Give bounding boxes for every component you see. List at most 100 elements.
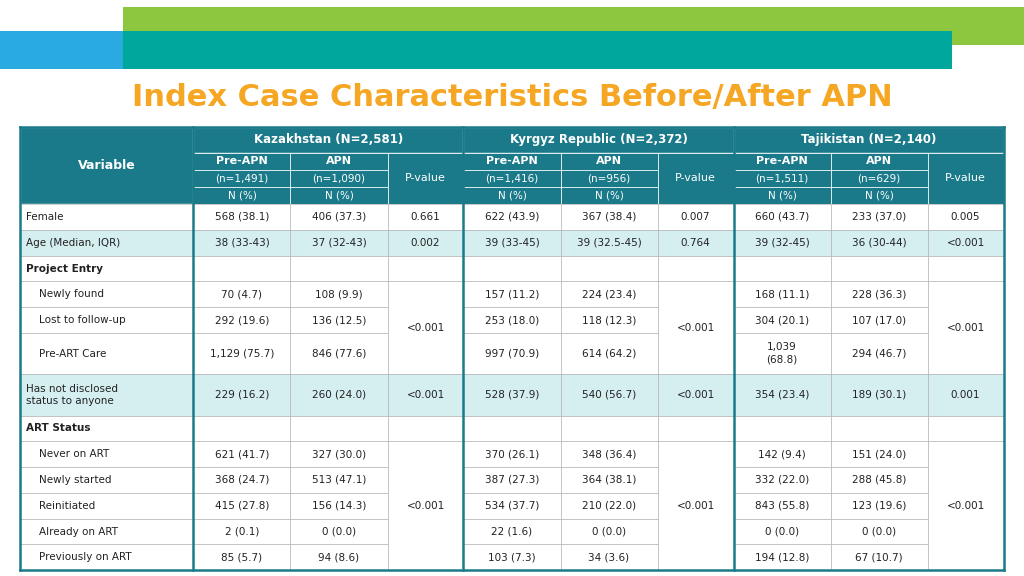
- Bar: [830, 282, 928, 307]
- Bar: [387, 374, 464, 415]
- Bar: [464, 204, 560, 230]
- Bar: [733, 333, 830, 374]
- Bar: [733, 374, 830, 415]
- Bar: [387, 204, 464, 230]
- Text: 843 (55.8): 843 (55.8): [755, 501, 809, 511]
- Bar: [20, 467, 194, 493]
- Bar: [560, 153, 657, 170]
- Bar: [291, 518, 387, 544]
- Bar: [657, 204, 733, 230]
- Bar: [830, 256, 928, 282]
- Bar: [830, 187, 928, 204]
- Bar: [464, 374, 560, 415]
- Bar: [733, 153, 830, 170]
- Text: 94 (8.6): 94 (8.6): [318, 552, 359, 562]
- Text: Has not disclosed
status to anyone: Has not disclosed status to anyone: [27, 384, 119, 406]
- Text: 368 (24.7): 368 (24.7): [215, 475, 269, 485]
- Bar: [194, 153, 291, 170]
- Bar: [733, 187, 830, 204]
- Bar: [928, 415, 1004, 441]
- Text: 1,039
(68.8): 1,039 (68.8): [766, 343, 798, 365]
- Text: 370 (26.1): 370 (26.1): [485, 449, 539, 459]
- Text: 327 (30.0): 327 (30.0): [312, 449, 366, 459]
- Bar: [20, 127, 194, 204]
- Text: 0.764: 0.764: [681, 238, 711, 248]
- Bar: [657, 256, 733, 282]
- Text: 123 (19.6): 123 (19.6): [852, 501, 906, 511]
- Text: Project Entry: Project Entry: [27, 264, 103, 274]
- Bar: [194, 441, 291, 467]
- Bar: [928, 153, 1004, 204]
- Bar: [20, 518, 194, 544]
- Bar: [291, 282, 387, 307]
- Text: 387 (27.3): 387 (27.3): [484, 475, 540, 485]
- Bar: [830, 441, 928, 467]
- Bar: [194, 170, 291, 187]
- Bar: [733, 415, 830, 441]
- Text: P-value: P-value: [406, 173, 445, 183]
- Bar: [657, 282, 733, 374]
- Text: N (%): N (%): [498, 191, 526, 200]
- Bar: [657, 415, 733, 441]
- Text: 622 (43.9): 622 (43.9): [484, 212, 540, 222]
- Text: 528 (37.9): 528 (37.9): [484, 390, 540, 400]
- Text: 846 (77.6): 846 (77.6): [312, 348, 367, 359]
- Bar: [20, 544, 194, 570]
- Text: (n=1,090): (n=1,090): [312, 173, 366, 183]
- Text: 0 (0.0): 0 (0.0): [592, 526, 626, 537]
- Bar: [291, 544, 387, 570]
- Bar: [657, 441, 733, 570]
- Bar: [560, 493, 657, 518]
- Bar: [733, 493, 830, 518]
- Text: <0.001: <0.001: [677, 501, 715, 511]
- Bar: [830, 230, 928, 256]
- Text: 233 (37.0): 233 (37.0): [852, 212, 906, 222]
- Text: Variable: Variable: [78, 159, 136, 172]
- Bar: [194, 493, 291, 518]
- Bar: [20, 493, 194, 518]
- Bar: [733, 307, 830, 333]
- Bar: [20, 333, 194, 374]
- Text: N (%): N (%): [864, 191, 894, 200]
- Text: APN: APN: [596, 156, 622, 166]
- Text: Newly started: Newly started: [27, 475, 112, 485]
- Bar: [123, 31, 952, 69]
- Text: P-value: P-value: [945, 173, 986, 183]
- Text: APN: APN: [326, 156, 352, 166]
- Bar: [464, 467, 560, 493]
- Text: 294 (46.7): 294 (46.7): [852, 348, 906, 359]
- Text: 224 (23.4): 224 (23.4): [582, 289, 636, 300]
- Bar: [20, 374, 194, 415]
- Bar: [733, 441, 830, 467]
- Text: 364 (38.1): 364 (38.1): [582, 475, 636, 485]
- Text: 0.002: 0.002: [411, 238, 440, 248]
- Text: 136 (12.5): 136 (12.5): [312, 315, 367, 325]
- Bar: [560, 282, 657, 307]
- Bar: [830, 544, 928, 570]
- Text: 0.005: 0.005: [950, 212, 980, 222]
- Text: APN: APN: [866, 156, 892, 166]
- Bar: [830, 153, 928, 170]
- Text: 157 (11.2): 157 (11.2): [484, 289, 540, 300]
- Bar: [657, 153, 733, 204]
- Text: 39 (32-45): 39 (32-45): [755, 238, 809, 248]
- Bar: [20, 256, 194, 282]
- Text: Never on ART: Never on ART: [27, 449, 110, 459]
- Bar: [928, 204, 1004, 230]
- Bar: [830, 415, 928, 441]
- Bar: [928, 282, 1004, 374]
- Bar: [830, 493, 928, 518]
- Bar: [560, 187, 657, 204]
- Text: Tajikistan (N=2,140): Tajikistan (N=2,140): [801, 133, 936, 146]
- Bar: [291, 374, 387, 415]
- Bar: [733, 170, 830, 187]
- Text: 292 (19.6): 292 (19.6): [215, 315, 269, 325]
- Text: 39 (33-45): 39 (33-45): [484, 238, 540, 248]
- Bar: [733, 467, 830, 493]
- Bar: [291, 333, 387, 374]
- Text: 39 (32.5-45): 39 (32.5-45): [577, 238, 641, 248]
- Text: 0.661: 0.661: [411, 212, 440, 222]
- Bar: [733, 518, 830, 544]
- Bar: [194, 544, 291, 570]
- Text: 406 (37.3): 406 (37.3): [312, 212, 367, 222]
